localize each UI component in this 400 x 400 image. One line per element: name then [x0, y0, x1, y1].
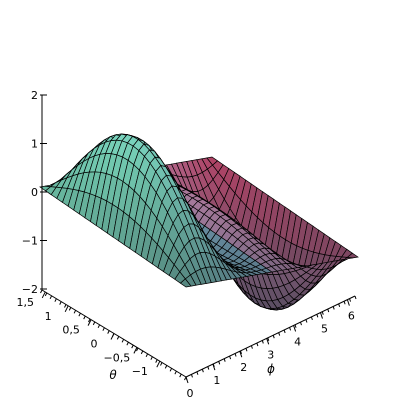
phi-axis-minor-tick [316, 314, 319, 318]
phi-axis-minor-tick [332, 306, 335, 310]
theta-axis-minor-tick [174, 370, 177, 375]
theta-axis-tick [133, 347, 138, 354]
theta-axis-minor-tick [116, 336, 120, 340]
phi-axis-tick-label: 6 [348, 310, 355, 323]
phi-axis-tick [346, 299, 350, 306]
theta-axis-minor-tick [59, 301, 62, 305]
theta-axis-minor-tick [164, 365, 168, 369]
phi-axis-minor-tick [310, 316, 313, 321]
theta-axis-minor-tick [121, 339, 125, 343]
theta-axis-tick-label: 1 [45, 310, 52, 323]
theta-axis-label: θ [109, 368, 117, 382]
theta-axis-minor-tick [140, 350, 144, 355]
theta-axis-minor-tick [49, 295, 53, 300]
phi-axis-minor-tick [256, 342, 259, 347]
phi-axis-minor-tick [343, 301, 346, 305]
theta-axis-minor-tick [83, 315, 86, 320]
theta-axis-minor-tick [112, 333, 115, 337]
phi-axis-minor-tick [240, 350, 242, 355]
phi-axis-minor-tick [234, 353, 237, 357]
phi-axis-minor-tick [338, 303, 341, 307]
theta-axis-minor-tick [97, 324, 101, 329]
theta-axis-minor-tick [102, 327, 105, 331]
phi-axis-tick-label: 0 [187, 387, 194, 400]
phi-axis-label: ϕ [267, 362, 275, 376]
surface-mesh [39, 133, 359, 311]
phi-axis-minor-tick [245, 348, 248, 352]
phi-axis-minor-tick [261, 340, 264, 344]
z-axis-tick-label: −2 [22, 283, 38, 296]
theta-axis-minor-tick [73, 310, 77, 314]
phi-axis-minor-tick [207, 366, 210, 370]
phi-axis-tick-label: 5 [321, 323, 328, 336]
phi-axis-minor-tick [300, 321, 302, 326]
phi-axis-tick [239, 351, 243, 358]
phi-axis-tick-label: 4 [294, 335, 301, 348]
theta-axis-tick-label: 0,5 [62, 324, 80, 337]
phi-axis-minor-tick [218, 361, 221, 365]
phi-axis-minor-tick [278, 332, 281, 336]
phi-axis-minor-tick [190, 374, 193, 378]
phi-axis-minor-tick [250, 345, 253, 349]
theta-axis-minor-tick [64, 304, 67, 308]
theta-axis-minor-tick [44, 292, 48, 297]
theta-axis-tick-label: 1,5 [16, 296, 34, 309]
theta-axis-minor-tick [92, 321, 96, 326]
theta-axis-minor-tick [88, 318, 91, 323]
phi-axis-minor-tick [185, 376, 188, 381]
phi-axis-tick [266, 338, 270, 345]
theta-axis-minor-tick [169, 368, 173, 372]
surface-patch [346, 252, 359, 259]
phi-axis-line [185, 295, 356, 378]
phi-axis-minor-tick [354, 295, 357, 300]
theta-axis-minor-tick [54, 298, 57, 302]
theta-axis-tick [87, 319, 92, 326]
theta-axis-minor-tick [136, 347, 139, 352]
theta-axis-minor-tick [40, 289, 43, 294]
theta-axis-tick-label: −0,5 [104, 351, 131, 364]
theta-axis-minor-tick [150, 356, 153, 360]
phi-axis-minor-tick [305, 319, 308, 323]
phi-axis-minor-tick [283, 329, 286, 334]
theta-axis-minor-tick [78, 312, 81, 317]
theta-axis-minor-tick [155, 359, 158, 363]
theta-axis-tick-label: −1 [132, 365, 148, 378]
phi-axis-tick-label: 3 [267, 348, 274, 361]
phi-axis-minor-tick [267, 337, 270, 341]
z-axis-tick-label: 0 [31, 186, 38, 199]
phi-axis-minor-tick [272, 335, 275, 339]
theta-axis-tick [64, 305, 69, 313]
phi-axis-tick-label: 2 [240, 361, 247, 374]
z-axis-tick-label: −1 [22, 235, 38, 248]
theta-axis-minor-tick [126, 341, 129, 346]
theta-axis-minor-tick [179, 373, 182, 378]
phi-axis-minor-tick [223, 358, 226, 362]
phi-axis-minor-tick [229, 355, 232, 360]
phi-axis-minor-tick [294, 324, 297, 328]
theta-axis-tick [156, 360, 161, 368]
theta-axis-minor-tick [68, 307, 72, 311]
theta-axis-tick-label: 0 [91, 338, 98, 351]
theta-axis-minor-tick [107, 330, 110, 334]
theta-axis-minor-tick [160, 362, 163, 366]
phi-axis-minor-tick [289, 327, 292, 331]
phi-axis-tick [293, 325, 297, 332]
z-axis-tick-label: 1 [31, 138, 38, 151]
phi-axis-tick-label: 1 [213, 374, 220, 387]
phi-axis-minor-tick [201, 369, 204, 373]
phi-axis-minor-tick [212, 363, 215, 368]
theta-axis-minor-tick [145, 353, 149, 358]
phi-axis-minor-tick [321, 311, 324, 315]
phi-axis-minor-tick [196, 371, 199, 375]
theta-axis-tick [41, 291, 46, 299]
theta-axis-minor-tick [131, 344, 134, 349]
z-axis-tick-label: 2 [31, 89, 38, 102]
phi-axis-minor-tick [349, 298, 352, 302]
phi-axis-minor-tick [327, 308, 330, 313]
phi-axis-tick [320, 312, 323, 319]
